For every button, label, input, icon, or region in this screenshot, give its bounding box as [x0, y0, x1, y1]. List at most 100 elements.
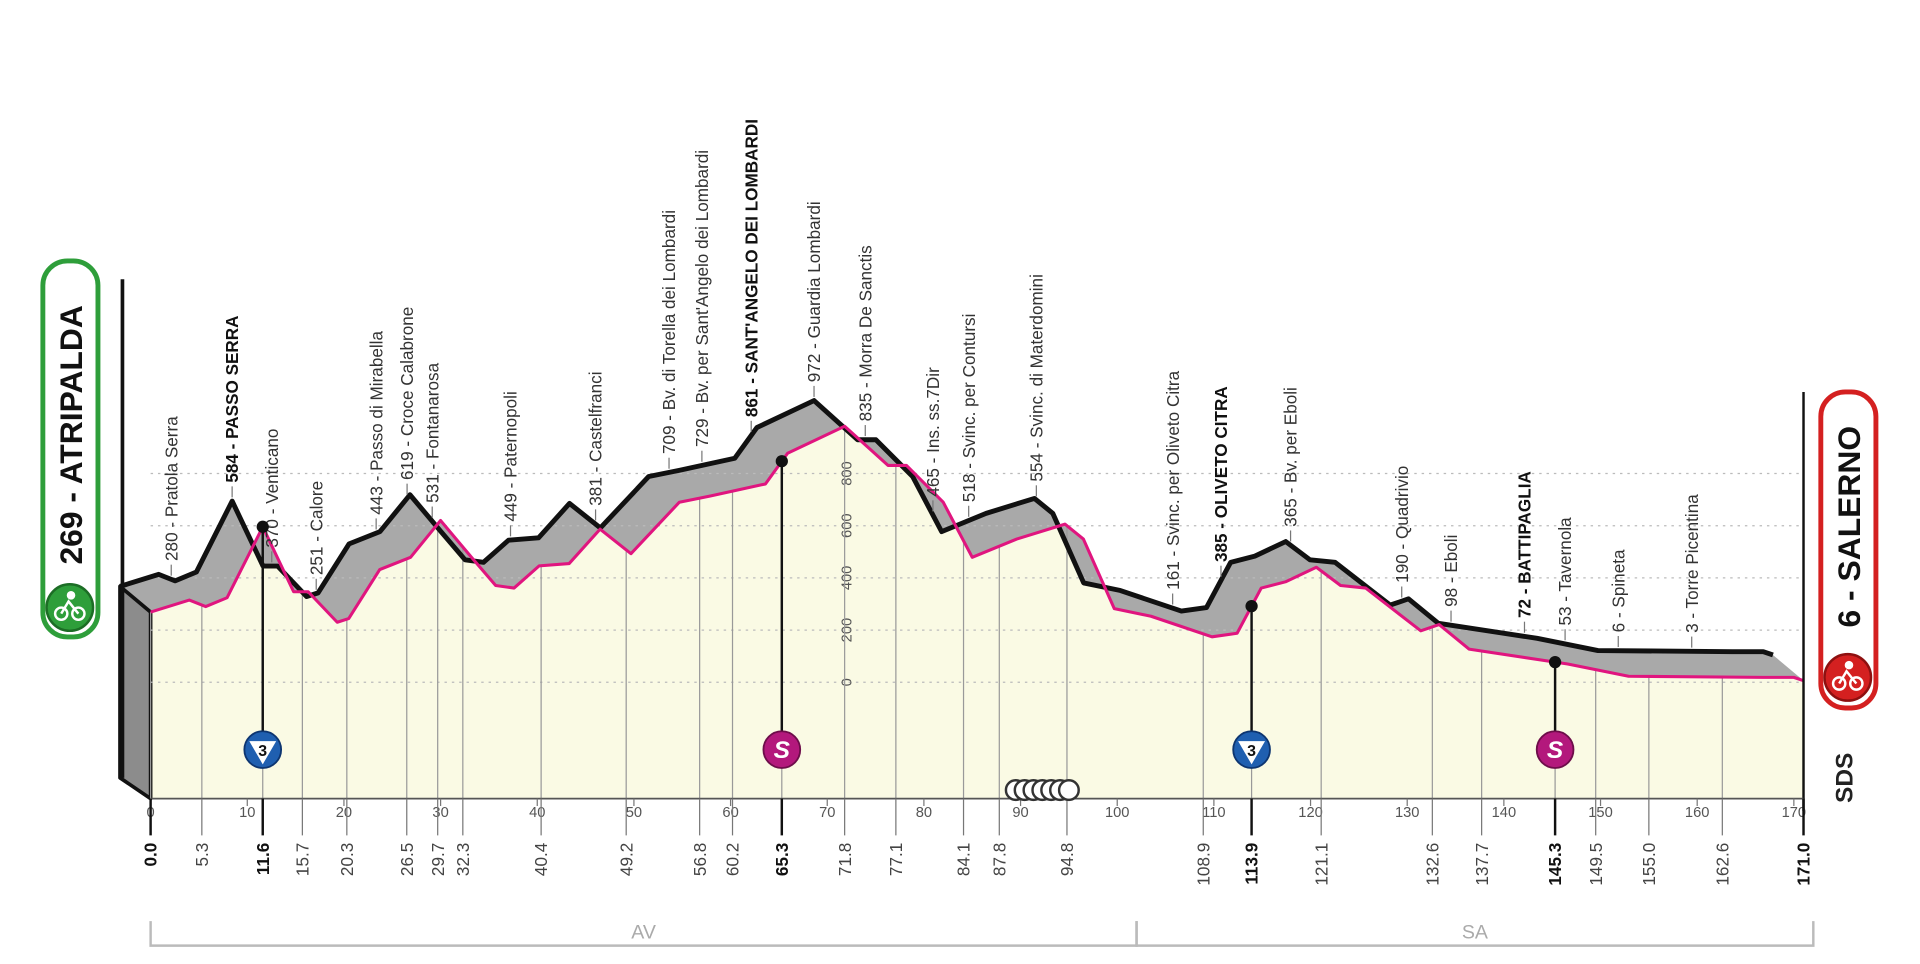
distance-label: 11.6	[253, 843, 273, 875]
place-label: 3 - Torre Picentina	[1682, 494, 1702, 633]
distance-label: 84.1	[954, 843, 974, 876]
distance-label: 113.9	[1242, 843, 1262, 885]
sprint-icon	[1535, 730, 1575, 769]
x-tick-label: 70	[819, 805, 835, 821]
place-label: 370 - Venticano	[262, 429, 282, 548]
profile-left-wall	[118, 584, 153, 801]
distance-label: 77.1	[886, 843, 906, 876]
distance-label: 40.4	[531, 842, 551, 876]
place-label: 98 - Eboli	[1441, 535, 1461, 607]
gpm-triangle-icon	[249, 741, 277, 765]
distance-label: 0.0	[141, 843, 161, 867]
place-label: 190 - Quadrivio	[1392, 466, 1412, 583]
place-label: 280 - Pratola Serra	[161, 416, 181, 561]
place-label: 709 - Bv. di Torella dei Lombardi	[659, 210, 679, 454]
place-label: 584 - PASSO SERRA	[222, 315, 242, 482]
distance-label: 26.5	[397, 843, 417, 876]
x-tick-label: 80	[916, 805, 932, 821]
sprint-dot	[1548, 655, 1562, 669]
province-label: SA	[1462, 921, 1489, 943]
distance-label: 145.3	[1545, 843, 1565, 886]
x-tick-label: 140	[1492, 805, 1517, 821]
y-tick-label: 0	[839, 678, 855, 686]
bike-icon	[1831, 660, 1864, 691]
place-label: 972 - Guardia Lombardi	[804, 201, 824, 382]
distance-label: 171.0	[1794, 843, 1814, 886]
place-label: 53 - Tavernola	[1555, 517, 1575, 626]
x-tick-label: 110	[1202, 805, 1225, 821]
distance-label: 137.7	[1472, 843, 1492, 886]
profile-line	[150, 424, 1805, 683]
distance-label: 65.3	[772, 843, 792, 876]
x-tick-label: 160	[1685, 805, 1710, 821]
y-tick-label: 600	[839, 513, 855, 538]
distance-label: 108.9	[1193, 843, 1213, 886]
distance-label: 132.6	[1422, 843, 1442, 886]
x-tick-label: 40	[529, 805, 545, 821]
place-label: 443 - Passo di Mirabella	[366, 331, 386, 515]
feed-zone-ring-icon	[1057, 779, 1080, 802]
place-label: 365 - Bv. per Eboli	[1281, 387, 1301, 527]
y-tick-label: 400	[839, 566, 855, 591]
distance-label: 49.2	[616, 843, 636, 876]
place-label: 861 - SANT'ANGELO DEI LOMBARDI	[741, 119, 761, 417]
distance-label: 149.5	[1586, 843, 1606, 886]
sprint-dot	[775, 455, 788, 468]
sprint-symbol: S	[774, 737, 791, 764]
distance-label: 121.1	[1311, 843, 1331, 886]
place-label: 385 - OLIVETO CITRA	[1211, 386, 1231, 562]
place-label: 835 - Morra De Sanctis	[855, 245, 875, 421]
distance-label: 15.7	[292, 843, 312, 876]
distance-label: 29.7	[428, 843, 448, 876]
place-label: 251 - Calore	[306, 481, 326, 575]
x-tick-label: 100	[1105, 805, 1130, 821]
distance-label: 155.0	[1639, 843, 1659, 886]
place-label: 619 - Croce Calabrone	[397, 307, 417, 480]
place-label: 465 - Ins. ss.7Dir	[923, 367, 943, 497]
start-label: 269 - ATRIPALDA	[53, 305, 89, 564]
finish-badge: 6 - SALERNO	[1818, 389, 1879, 711]
x-tick-label: 150	[1588, 805, 1613, 821]
y-tick-label: 200	[839, 618, 855, 643]
finish-label: 6 - SALERNO	[1831, 426, 1867, 628]
x-tick-label: 50	[626, 805, 642, 821]
place-label: 381 - Castelfranci	[586, 371, 606, 505]
distance-label: 162.6	[1712, 843, 1732, 886]
sds-logo: SDS	[1832, 753, 1859, 803]
gpm-category: 3	[1247, 743, 1256, 760]
profile-lines-layer	[119, 279, 1805, 811]
distance-label: 60.2	[723, 843, 743, 876]
x-axis: 0102030405060708090100110120130140150160…	[141, 798, 1815, 947]
place-label: 518 - Svinc. per Contursi	[959, 314, 979, 503]
place-label: 72 - BATTIPAGLIA	[1515, 471, 1535, 618]
place-labels: 280 - Pratola Serra 584 - PASSO SERRA 370 …	[161, 119, 1702, 648]
marker-icons: 3 3 S S	[243, 455, 1575, 802]
y-tick-label: 800	[839, 461, 855, 486]
province-bracket	[1135, 921, 1815, 947]
x-tick-label: 130	[1395, 805, 1420, 821]
place-label: 6 - Spineta	[1608, 549, 1628, 632]
bike-icon	[53, 591, 86, 622]
place-label: 161 - Svinc. per Oliveto Citra	[1163, 370, 1183, 589]
x-tick-label: 90	[1012, 805, 1028, 821]
profile-fill	[150, 426, 1804, 799]
place-label: 531 - Fontanarosa	[422, 362, 442, 502]
gpm-category: 3	[258, 743, 267, 760]
sprint-symbol: S	[1547, 737, 1564, 764]
place-label: 554 - Svinc. di Materdomini	[1026, 274, 1046, 482]
profile-back-line	[119, 398, 1774, 658]
gpm-triangle-icon	[1238, 741, 1266, 765]
climb-summit-dot	[256, 520, 269, 533]
distance-label: 20.3	[337, 843, 357, 876]
x-tick-label: 170	[1782, 805, 1807, 821]
sprint-icon	[762, 730, 802, 769]
start-badge: 269 - ATRIPALDA	[40, 258, 101, 640]
distance-label: 5.3	[192, 843, 212, 867]
province-label: AV	[631, 921, 656, 943]
x-tick-label: 30	[432, 805, 448, 821]
distance-label: 56.8	[690, 843, 710, 876]
place-label: 449 - Paternopoli	[501, 391, 521, 521]
place-label: 729 - Bv. per Sant'Angelo dei Lombardi	[692, 150, 712, 447]
distance-label: 71.8	[835, 843, 855, 876]
